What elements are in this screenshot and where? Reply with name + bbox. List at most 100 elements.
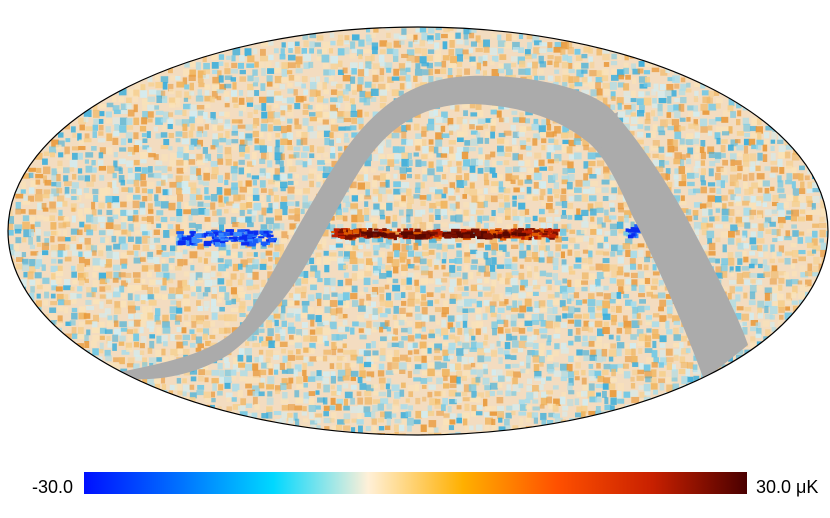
noise-pixel	[139, 125, 147, 132]
noise-pixel	[819, 278, 826, 285]
noise-pixel	[552, 385, 559, 390]
noise-pixel	[169, 384, 178, 391]
noise-pixel	[680, 77, 686, 83]
noise-pixel	[624, 54, 629, 61]
noise-pixel	[210, 202, 216, 210]
noise-pixel	[757, 210, 764, 219]
noise-pixel	[756, 200, 762, 207]
noise-pixel	[499, 202, 505, 208]
noise-pixel	[499, 54, 507, 60]
noise-pixel	[69, 244, 77, 251]
noise-pixel	[498, 244, 507, 252]
noise-pixel	[134, 285, 142, 291]
noise-pixel	[503, 117, 510, 123]
noise-pixel	[715, 117, 722, 122]
noise-pixel	[147, 96, 156, 102]
noise-pixel	[149, 244, 155, 250]
noise-pixel	[597, 242, 604, 249]
noise-pixel	[163, 138, 170, 146]
noise-pixel	[84, 224, 91, 232]
noise-pixel	[707, 238, 713, 245]
noise-pixel	[86, 265, 91, 270]
noise-pixel	[99, 147, 106, 155]
noise-pixel	[345, 245, 354, 252]
noise-pixel	[484, 406, 492, 411]
noise-pixel	[665, 294, 672, 299]
noise-pixel	[645, 62, 653, 67]
noise-pixel	[380, 159, 388, 165]
noise-pixel	[545, 320, 553, 329]
noise-pixel	[414, 68, 423, 76]
noise-pixel	[491, 210, 496, 217]
noise-pixel	[238, 291, 246, 298]
noise-pixel	[456, 161, 462, 166]
noise-pixel	[595, 77, 603, 83]
noise-pixel	[372, 244, 380, 251]
noise-pixel	[336, 384, 342, 392]
noise-pixel	[63, 175, 69, 182]
noise-pixel	[504, 419, 510, 426]
noise-pixel	[420, 161, 427, 167]
noise-pixel	[380, 89, 387, 96]
noise-pixel	[126, 97, 132, 106]
noise-pixel	[321, 238, 327, 246]
noise-pixel	[490, 102, 499, 111]
noise-pixel	[421, 139, 427, 146]
noise-pixel	[22, 221, 30, 230]
noise-pixel	[553, 139, 559, 146]
noise-pixel	[736, 131, 744, 136]
noise-pixel	[457, 299, 466, 307]
noise-pixel	[111, 95, 117, 103]
noise-pixel	[587, 299, 596, 307]
noise-pixel	[177, 280, 184, 289]
noise-pixel	[440, 222, 448, 227]
noise-pixel	[427, 427, 434, 433]
noise-pixel	[294, 180, 299, 186]
noise-pixel	[373, 203, 381, 211]
noise-pixel	[394, 194, 402, 200]
noise-pixel	[734, 180, 739, 189]
noise-pixel	[155, 117, 163, 125]
noise-pixel	[140, 90, 148, 98]
noise-pixel	[650, 285, 658, 290]
noise-pixel	[377, 403, 384, 411]
noise-pixel	[751, 117, 758, 126]
noise-pixel	[35, 300, 42, 307]
noise-pixel	[547, 285, 552, 291]
noise-pixel	[64, 279, 71, 287]
noise-pixel	[251, 376, 260, 384]
noise-pixel	[155, 215, 160, 222]
noise-pixel	[160, 285, 167, 291]
noise-pixel	[244, 48, 252, 57]
noise-pixel	[757, 307, 763, 315]
noise-pixel	[611, 368, 616, 377]
noise-pixel	[84, 193, 93, 199]
noise-pixel	[461, 292, 469, 297]
noise-pixel	[448, 130, 454, 135]
noise-pixel	[288, 208, 295, 214]
noise-pixel	[532, 34, 540, 43]
noise-pixel	[406, 81, 412, 89]
noise-pixel	[98, 152, 104, 159]
noise-pixel	[181, 119, 190, 127]
noise-pixel	[275, 61, 280, 69]
noise-pixel	[415, 28, 424, 33]
noise-pixel	[490, 382, 498, 390]
noise-pixel	[414, 355, 421, 362]
noise-pixel	[477, 201, 485, 209]
noise-pixel	[296, 349, 301, 355]
noise-pixel	[51, 139, 59, 148]
noise-pixel	[506, 333, 512, 341]
noise-pixel	[581, 377, 587, 385]
noise-pixel	[272, 187, 278, 192]
noise-pixel	[812, 272, 819, 277]
noise-pixel	[659, 315, 667, 322]
noise-pixel	[330, 375, 336, 384]
noise-pixel	[365, 61, 372, 70]
noise-pixel	[413, 34, 418, 43]
noise-pixel	[76, 244, 83, 250]
noise-pixel	[261, 202, 266, 207]
noise-pixel	[511, 410, 516, 416]
noise-pixel	[692, 138, 699, 145]
noise-pixel	[224, 362, 230, 369]
